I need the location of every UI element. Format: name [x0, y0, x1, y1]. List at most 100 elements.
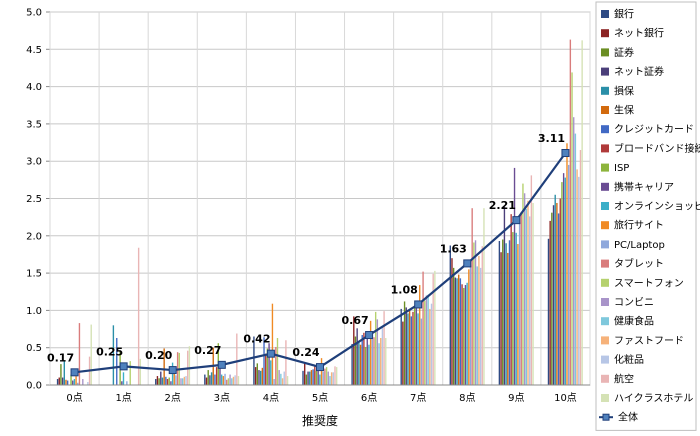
bar-3-1 — [60, 364, 62, 385]
legend-label: ネット銀行 — [614, 27, 664, 40]
bar-10-10 — [513, 167, 516, 385]
bar-5-6 — [309, 371, 311, 385]
bar-8-4 — [215, 367, 218, 385]
bar-6-8 — [408, 310, 411, 385]
bar-11-4 — [220, 374, 223, 385]
legend-box — [595, 1, 697, 431]
y-tick-label: 2.0 — [26, 231, 42, 242]
bar-19-3 — [185, 376, 187, 385]
bar-13-5 — [273, 379, 275, 385]
bar-2-1 — [58, 377, 60, 385]
bar-21-10 — [532, 202, 534, 385]
bar-8-3 — [166, 379, 169, 385]
bar-6-7 — [359, 344, 362, 385]
bar-21-9 — [483, 208, 485, 385]
bar-15-8 — [424, 300, 426, 385]
bar-10-4 — [219, 367, 221, 385]
y-tick-label: 1.5 — [26, 269, 42, 280]
bar-9-7 — [364, 346, 367, 385]
bar-1-1 — [56, 379, 59, 385]
overall-data-label: 0.20 — [145, 349, 172, 362]
legend-swatch — [601, 48, 609, 57]
bar-13-11 — [567, 164, 570, 385]
legend-swatch — [601, 317, 609, 326]
overall-data-label: 2.21 — [489, 199, 516, 212]
overall-point-2 — [119, 362, 128, 371]
bar-19-10 — [528, 216, 531, 385]
overall-data-label: 0.67 — [342, 314, 369, 327]
bar-16-4 — [229, 374, 231, 385]
bar-5-8 — [407, 313, 409, 385]
bar-15-9 — [473, 242, 475, 385]
bar-21-3 — [188, 346, 191, 385]
bar-13-7 — [371, 334, 373, 385]
overall-data-label: 0.27 — [194, 344, 221, 357]
y-tick-label: 0.0 — [26, 381, 42, 392]
x-tick-label: 5点 — [312, 392, 328, 404]
legend-label: 銀行 — [614, 8, 634, 21]
bar-12-10 — [517, 244, 519, 385]
bar-18-8 — [429, 308, 431, 385]
overall-point-8 — [414, 300, 423, 309]
bar-10-5 — [268, 343, 270, 385]
bar-3-10 — [502, 239, 504, 385]
bar-8-6 — [314, 366, 316, 385]
bar-12-11 — [566, 143, 568, 385]
bar-13-6 — [322, 371, 324, 385]
bar-19-5 — [283, 371, 285, 385]
bar-16-9 — [474, 240, 477, 385]
bar-18-5 — [281, 378, 284, 385]
bar-5-9 — [456, 278, 458, 385]
bar-7-6 — [312, 369, 314, 385]
bar-12-6 — [320, 358, 323, 385]
legend-label: 損保 — [614, 84, 634, 97]
bar-18-10 — [527, 200, 529, 385]
y-tick-label: 1.0 — [26, 306, 42, 317]
bar-19-11 — [578, 176, 580, 385]
bar-19-8 — [430, 303, 433, 385]
bar-9-1 — [70, 374, 72, 385]
bar-7-5 — [263, 337, 265, 385]
bar-1-10 — [498, 241, 501, 385]
bar-14-10 — [520, 211, 522, 385]
bar-9-5 — [266, 348, 269, 385]
bar-15-4 — [227, 378, 230, 385]
bar-10-8 — [415, 305, 418, 385]
legend-label: ファストフード — [614, 336, 684, 347]
bar-11-6 — [319, 374, 321, 385]
bar-2-6 — [304, 362, 306, 385]
bar-2-8 — [402, 321, 404, 385]
legend-swatch — [601, 202, 609, 210]
bar-20-10 — [530, 175, 533, 385]
bar-6-11 — [556, 202, 558, 385]
x-tick-label: 7点 — [410, 392, 426, 404]
legend-swatch — [601, 374, 609, 383]
legend-label: 全体 — [618, 411, 638, 424]
bar-16-6 — [327, 371, 329, 385]
bar-10-9 — [464, 285, 467, 385]
bar-13-3 — [175, 375, 177, 385]
bar-7-10 — [508, 240, 511, 385]
bar-6-1 — [65, 379, 67, 385]
bar-7-9 — [459, 278, 462, 385]
x-tick-label: 9点 — [508, 392, 524, 404]
y-tick-label: 0.5 — [26, 343, 42, 354]
legend-label: スマートフォン — [614, 278, 684, 289]
bar-9-3 — [168, 377, 170, 385]
bar-19-7 — [381, 326, 384, 385]
legend-swatch — [601, 221, 609, 230]
bar-14-4 — [226, 379, 228, 385]
bar-2-4 — [205, 377, 208, 385]
bar-1-8 — [400, 308, 402, 385]
y-tick-label: 3.0 — [26, 157, 42, 168]
legend-swatch — [601, 278, 609, 287]
bar-18-3 — [183, 376, 186, 385]
bar-13-1 — [77, 382, 79, 385]
bar-5-3 — [161, 377, 164, 385]
bar-12-4 — [222, 376, 225, 385]
bar-4-4 — [209, 375, 211, 385]
bar-12-5 — [271, 303, 274, 385]
legend-swatch — [601, 67, 609, 76]
legend-line-marker — [602, 413, 610, 421]
